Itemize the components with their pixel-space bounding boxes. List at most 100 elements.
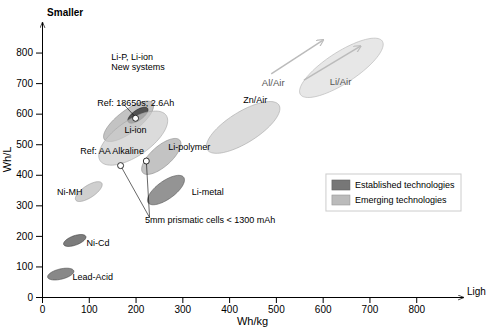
ellipse [48, 268, 74, 280]
y-tick: 100 [16, 261, 42, 272]
x-arrow-label: Ligh [467, 286, 486, 297]
x-tick-label: 200 [128, 304, 145, 315]
annotation: Ref: AA Alkaline [80, 146, 144, 156]
x-tick: 600 [315, 297, 332, 315]
legend-label: Established technologies [355, 180, 455, 190]
x-tick-mark [229, 297, 230, 303]
annotation: Li-P, Li-ionNew systems [111, 52, 165, 72]
marks [48, 38, 384, 280]
y-tick-label: 600 [16, 108, 33, 119]
x-tick-mark [136, 297, 137, 303]
annotation-line: Li-P, Li-ion [111, 52, 153, 62]
annotation-line: New systems [111, 62, 165, 72]
legend-item: Established technologies [332, 180, 455, 190]
y-tick-label: 400 [16, 169, 33, 180]
legend-label: Emerging technologies [355, 195, 447, 205]
x-tick-mark [89, 297, 90, 303]
annotation-line: Ref: 18650s; 2.6Ah [97, 98, 174, 108]
open-circle [118, 163, 124, 169]
ellipse [147, 175, 184, 204]
open-circle [143, 158, 149, 164]
x-tick: 100 [81, 297, 98, 315]
y-axis: 0 100 200 300 400 500 600 700 800 [16, 23, 42, 303]
y-tick-mark [36, 175, 42, 176]
leader-line [146, 161, 149, 218]
legend-swatch [332, 195, 350, 205]
leader-line [121, 166, 150, 218]
ellipse-label: Ni-MH [57, 187, 83, 197]
x-tick: 500 [268, 297, 285, 315]
y-tick: 300 [16, 200, 42, 211]
plot: 0 100 200 300 400 500 600 700 800 0 100 200 300 400 50… [16, 23, 463, 316]
y-tick-label: 100 [16, 261, 33, 272]
y-tick-mark [36, 266, 42, 267]
y-tick-label: 0 [27, 292, 33, 303]
annotation-line: 5mm prismatic cells < 1300 mAh [145, 215, 275, 225]
x-tick-mark [369, 297, 370, 303]
y-arrow-label: Smaller [47, 7, 83, 18]
ellipse-label: Ni-Cd [86, 238, 109, 248]
x-tick: 700 [362, 297, 379, 315]
x-tick-label: 800 [408, 304, 425, 315]
legend-swatch [332, 180, 350, 190]
chart-svg: 0 100 200 300 400 500 600 700 800 0 100 200 300 400 50… [0, 0, 495, 329]
open-circle [133, 115, 139, 121]
x-tick: 800 [408, 297, 425, 315]
ellipse-label: Lead-Acid [72, 272, 113, 282]
x-tick-label: 700 [362, 304, 379, 315]
air-arrow-label: Li/Air [330, 76, 352, 87]
x-tick-mark [42, 297, 43, 303]
y-tick-label: 200 [16, 231, 33, 242]
air-arrow [271, 40, 322, 74]
y-tick-mark [36, 114, 42, 115]
y-tick: 0 [27, 292, 42, 303]
x-tick-mark [276, 297, 277, 303]
y-tick: 200 [16, 231, 42, 242]
x-tick-mark [323, 297, 324, 303]
ellipse [206, 102, 279, 154]
x-axis-title: Wh/kg [237, 315, 268, 327]
ellipse-label: Li-polymer [168, 142, 210, 152]
x-tick: 400 [221, 297, 238, 315]
x-tick-label: 600 [315, 304, 332, 315]
x-axis: 0 100 200 300 400 500 600 700 800 [40, 297, 464, 315]
y-tick: 600 [16, 108, 42, 119]
legend-frame [326, 174, 461, 211]
legend-item: Emerging technologies [332, 195, 447, 205]
y-tick-label: 300 [16, 200, 33, 211]
annotation: Ref: 18650s; 2.6Ah [97, 98, 174, 108]
y-tick: 500 [16, 139, 42, 150]
x-tick-label: 100 [81, 304, 98, 315]
y-axis-title: Wh/L [1, 147, 13, 173]
y-tick-mark [36, 53, 42, 54]
x-tick-mark [416, 297, 417, 303]
x-tick: 200 [128, 297, 145, 315]
y-tick-label: 800 [16, 47, 33, 58]
ellipse-label: Zn/Air [243, 95, 267, 105]
x-axis-line [43, 297, 464, 298]
y-tick-mark [36, 83, 42, 84]
point-label: Li-ion [125, 125, 147, 135]
annotation: 5mm prismatic cells < 1300 mAh [145, 215, 275, 225]
x-tick-label: 0 [40, 304, 46, 315]
air-arrow-label: Al/Air [262, 77, 285, 88]
y-tick: 400 [16, 169, 42, 180]
y-tick-mark [36, 144, 42, 145]
y-tick-label: 700 [16, 78, 33, 89]
x-tick: 300 [174, 297, 191, 315]
x-tick-label: 400 [221, 304, 238, 315]
x-tick: 0 [40, 297, 46, 315]
annotations: Lead-AcidNi-CdNi-MHLi-polymerLi-metalZn/… [57, 52, 351, 283]
ellipse [64, 235, 86, 247]
y-tick-mark [36, 236, 42, 237]
x-tick-mark [182, 297, 183, 303]
y-tick: 800 [16, 47, 42, 58]
x-tick-label: 300 [174, 304, 191, 315]
y-tick-mark [36, 205, 42, 206]
y-tick: 700 [16, 78, 42, 89]
annotation-line: Ref: AA Alkaline [80, 146, 144, 156]
y-tick-label: 500 [16, 139, 33, 150]
x-tick-label: 500 [268, 304, 285, 315]
y-tick-mark [36, 297, 42, 298]
y-axis-line [42, 23, 43, 298]
